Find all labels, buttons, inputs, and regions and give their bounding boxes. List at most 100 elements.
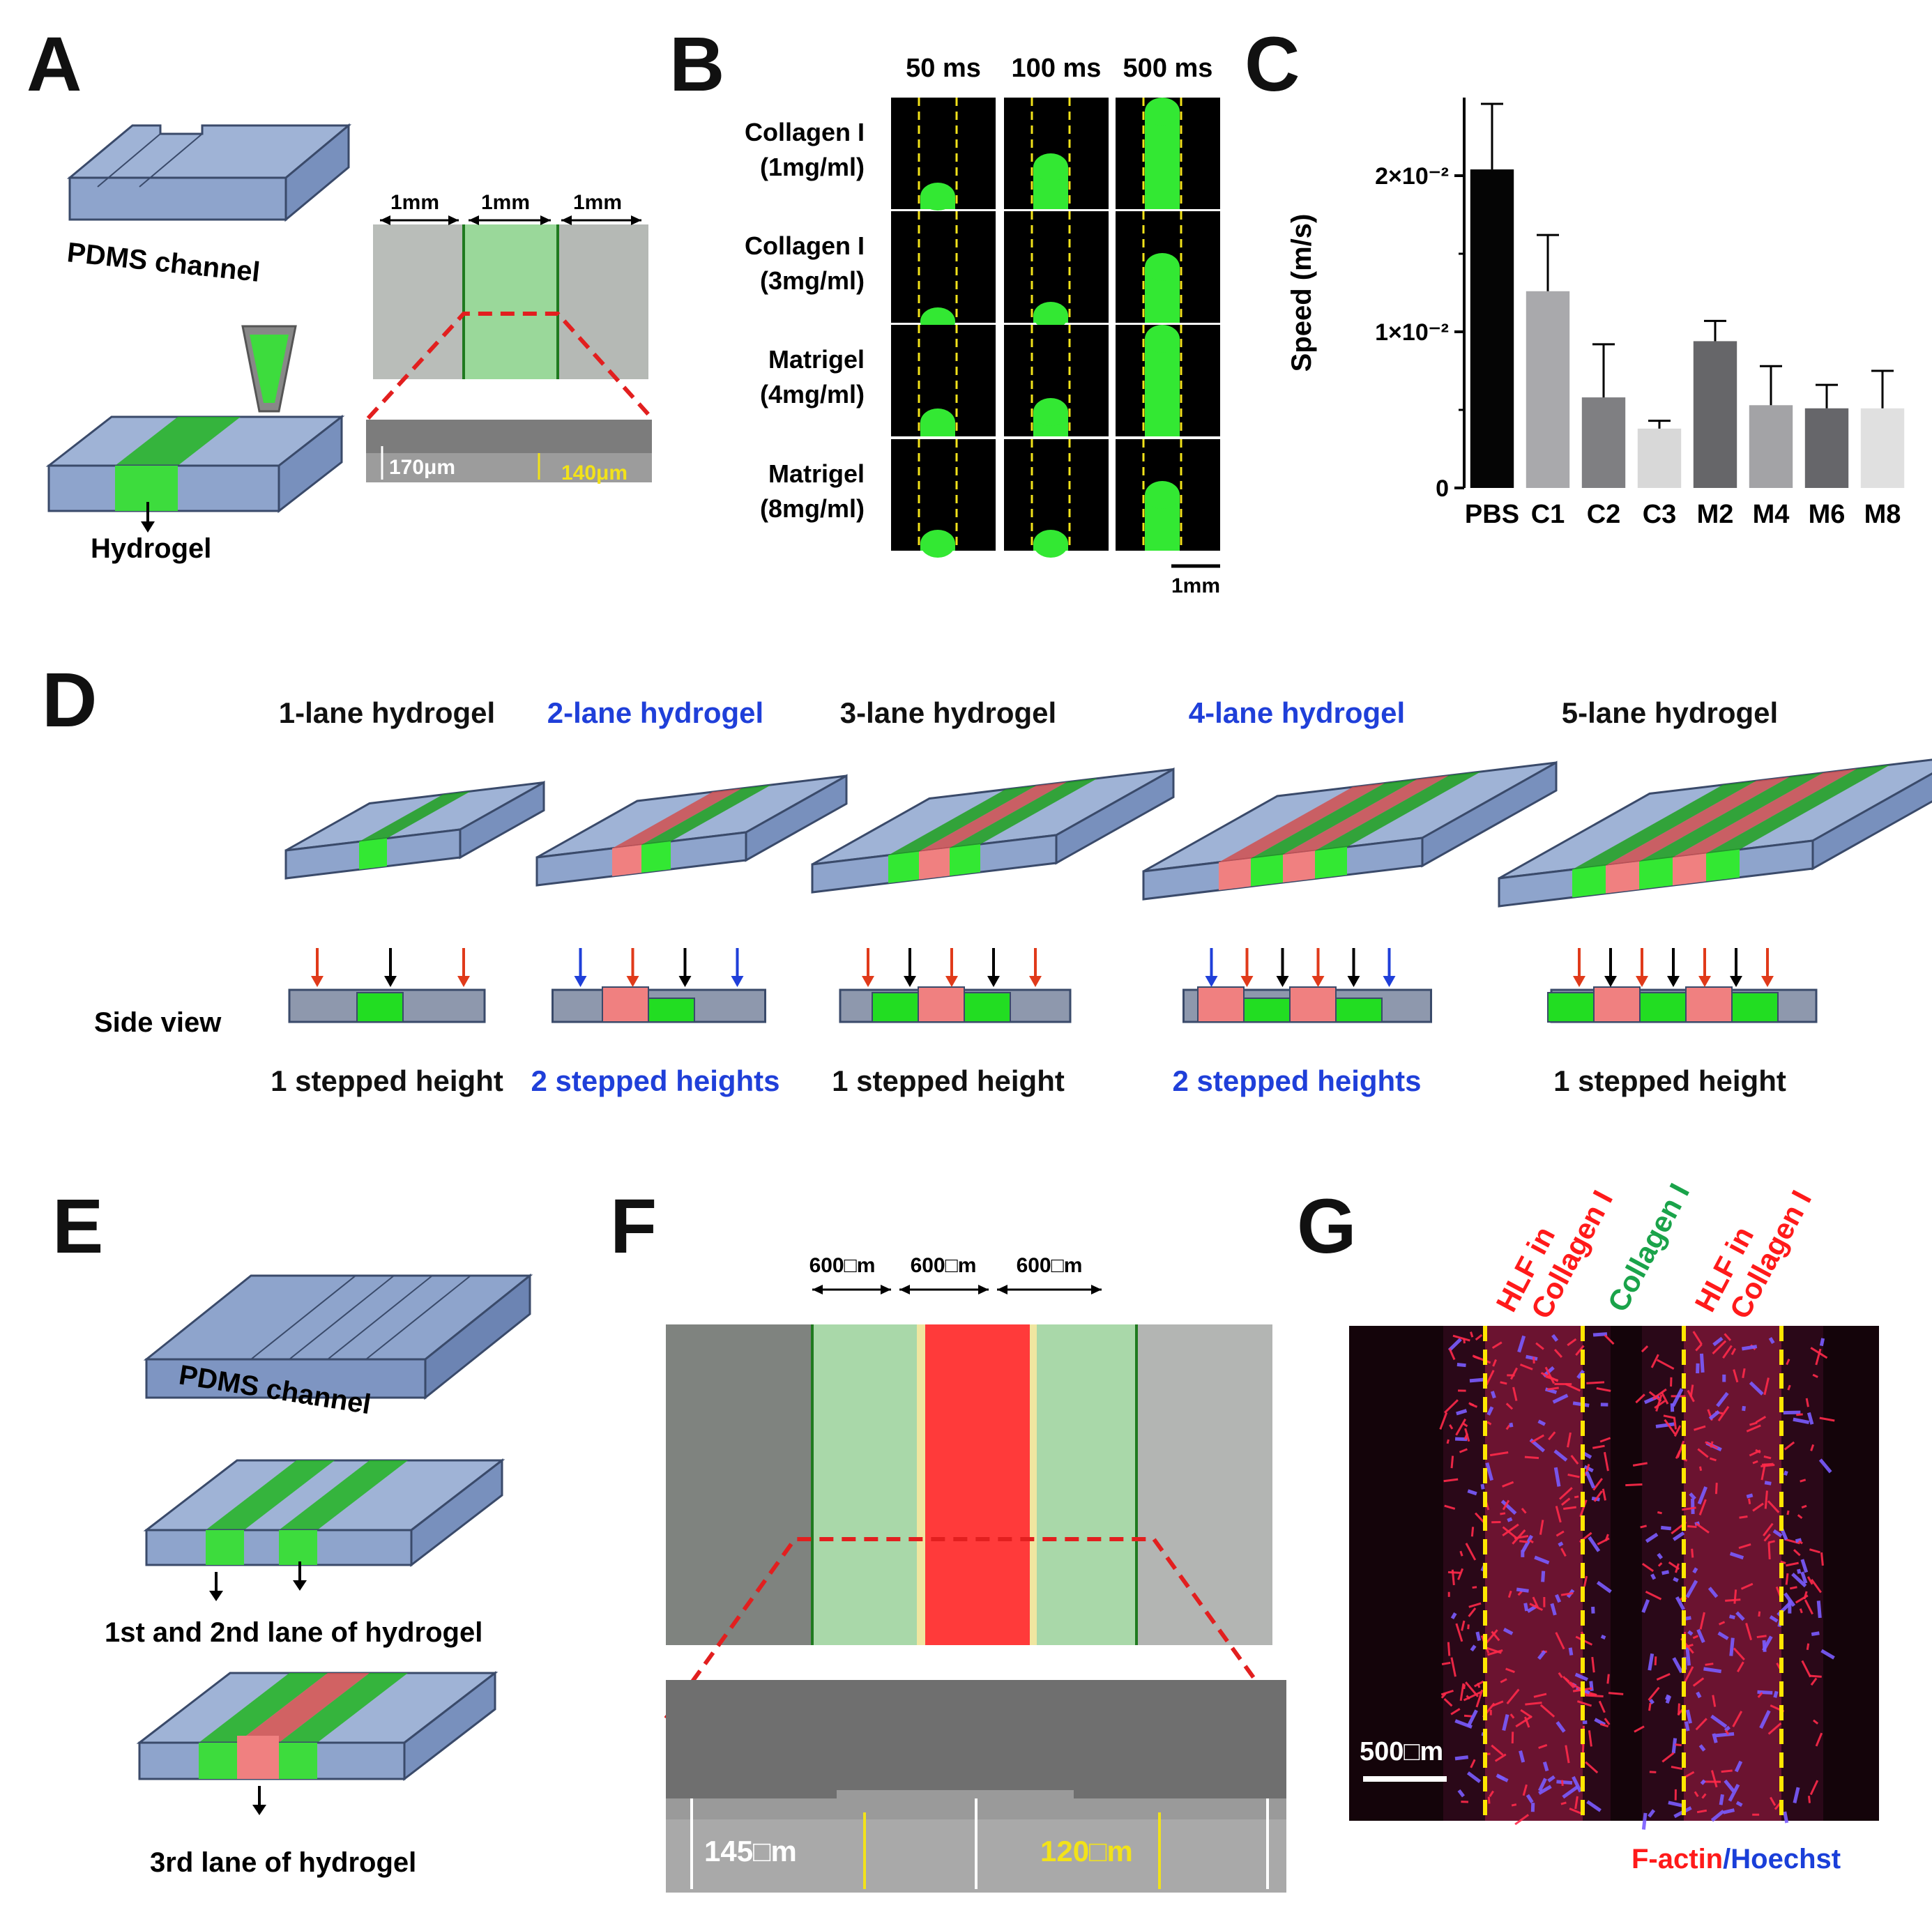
variant-block-4 bbox=[1143, 763, 1556, 899]
stain-legend: F-actin/Hoechst bbox=[1631, 1844, 1841, 1874]
flow-arrowhead bbox=[1205, 976, 1218, 987]
stain-factin: F-actin bbox=[1631, 1844, 1723, 1874]
hydrogel-block-a bbox=[49, 417, 342, 533]
flow-arrowhead bbox=[575, 976, 587, 987]
row-label-0-line2: (1mg/ml) bbox=[760, 153, 865, 181]
cell-speck bbox=[1559, 1543, 1563, 1545]
variant-title-3: 3-lane hydrogel bbox=[840, 696, 1056, 729]
cell-speck bbox=[1561, 1803, 1567, 1804]
cell-speck bbox=[1762, 1464, 1773, 1465]
cell-speck bbox=[1655, 1656, 1656, 1665]
cell-speck bbox=[1702, 1780, 1705, 1784]
cell-speck bbox=[1759, 1612, 1760, 1617]
bar-M8 bbox=[1861, 408, 1904, 488]
cell-speck bbox=[1692, 1549, 1693, 1558]
cell-speck bbox=[1735, 1589, 1736, 1603]
cell-speck bbox=[1586, 1382, 1604, 1384]
cell-speck bbox=[1822, 1552, 1823, 1566]
cell-speck bbox=[1473, 1587, 1477, 1588]
cell-speck bbox=[1666, 1695, 1668, 1700]
cell-speck bbox=[1721, 1771, 1733, 1772]
lane12-label: 1st and 2nd lane of hydrogel bbox=[105, 1617, 482, 1648]
cell-speck bbox=[1731, 1638, 1733, 1656]
cell-speck bbox=[1478, 1683, 1480, 1688]
pdms-channel-block-a bbox=[70, 125, 349, 220]
flow-arrowhead bbox=[1698, 976, 1711, 987]
cell-speck bbox=[1650, 1703, 1651, 1711]
variant-block-3 bbox=[812, 770, 1173, 893]
cell-speck bbox=[1693, 1499, 1694, 1514]
variant-height-2: 2 stepped heights bbox=[531, 1064, 779, 1097]
cell-speck bbox=[1764, 1640, 1765, 1652]
cell-speck bbox=[1785, 1471, 1786, 1475]
panel-g-figure: 500□m HLF in Collagen I Collagen I HLF i… bbox=[1339, 1171, 1924, 1896]
micrograph-f-top bbox=[666, 1324, 1272, 1645]
bar-C1 bbox=[1526, 291, 1569, 488]
cell-speck bbox=[1673, 1579, 1678, 1581]
cell-speck bbox=[1821, 1338, 1823, 1346]
cell-speck bbox=[1442, 1663, 1450, 1664]
flow-arrowhead bbox=[311, 976, 324, 987]
cell-speck bbox=[1457, 1365, 1466, 1366]
x-tick-label-M4: M4 bbox=[1753, 500, 1790, 529]
cell-speck bbox=[1525, 1457, 1539, 1458]
row-label-1-line2: (3mg/ml) bbox=[760, 266, 865, 295]
cell-speck bbox=[1742, 1347, 1756, 1349]
cell-speck bbox=[1661, 1527, 1671, 1528]
y-tick-label: 0 bbox=[1436, 475, 1449, 502]
flow-arrowhead bbox=[1383, 976, 1396, 987]
x-tick-label-C1: C1 bbox=[1531, 500, 1565, 529]
cell-speck bbox=[1511, 1423, 1512, 1427]
flow-arrowhead bbox=[1667, 976, 1680, 987]
x-tick-label-C2: C2 bbox=[1587, 500, 1621, 529]
side-view-4 bbox=[1184, 987, 1431, 1022]
width-label-a-2: 1mm bbox=[481, 191, 530, 214]
cell-speck bbox=[1724, 1810, 1735, 1813]
cell-speck bbox=[1758, 1692, 1773, 1693]
height-inner-a: 140μm bbox=[561, 461, 627, 484]
cell-speck bbox=[1448, 1572, 1461, 1573]
cell-speck bbox=[1657, 1512, 1661, 1513]
flow-arrowhead bbox=[1636, 976, 1648, 987]
variant-title-1: 1-lane hydrogel bbox=[279, 696, 495, 729]
width-label-a-1: 1mm bbox=[390, 191, 439, 214]
bar-M2 bbox=[1694, 341, 1737, 488]
cell-speck bbox=[1725, 1600, 1740, 1601]
cell-speck bbox=[1737, 1803, 1742, 1805]
cell-speck bbox=[1452, 1570, 1454, 1585]
cell-speck bbox=[1775, 1691, 1777, 1697]
cell-speck bbox=[1477, 1632, 1480, 1641]
cell-speck bbox=[1625, 1484, 1642, 1485]
cell-speck bbox=[1697, 1693, 1700, 1697]
flow-arrowhead bbox=[987, 976, 1000, 987]
cell-speck bbox=[1500, 1382, 1507, 1384]
cell-speck bbox=[1679, 1704, 1680, 1716]
flow-arrowhead bbox=[731, 976, 744, 987]
flow-arrowhead bbox=[862, 976, 874, 987]
cell-speck bbox=[1700, 1467, 1701, 1471]
variant-height-3: 1 stepped height bbox=[832, 1064, 1065, 1097]
panel-f-figure: 600□m 600□m 600□m 145□m 120□m bbox=[627, 1227, 1311, 1910]
cell-speck bbox=[1656, 1424, 1674, 1427]
variant-height-1: 1 stepped height bbox=[271, 1064, 503, 1097]
variant-height-5: 1 stepped height bbox=[1553, 1064, 1786, 1097]
cell-speck bbox=[1492, 1391, 1494, 1398]
cell-speck bbox=[1472, 1527, 1473, 1536]
y-tick-label: 2×10⁻² bbox=[1375, 163, 1449, 190]
time-label-0: 50 ms bbox=[906, 54, 981, 83]
bar-M4 bbox=[1749, 405, 1793, 488]
flow-arrowhead bbox=[904, 976, 916, 987]
cell-speck bbox=[1448, 1642, 1449, 1656]
panel-a-figure: PDMS channel 1mm 1mm 1mm 170μ bbox=[0, 0, 697, 613]
side-view-1 bbox=[289, 990, 485, 1022]
height-outer-a: 170μm bbox=[389, 456, 455, 479]
cell-speck bbox=[1799, 1569, 1800, 1573]
bar-PBS bbox=[1470, 169, 1514, 488]
y-axis-label: Speed (m/s) bbox=[1286, 214, 1317, 372]
x-tick-label-M6: M6 bbox=[1809, 500, 1846, 529]
flow-arrowhead bbox=[1730, 976, 1742, 987]
variant-title-5: 5-lane hydrogel bbox=[1562, 696, 1778, 729]
flow-arrowhead bbox=[1573, 976, 1585, 987]
